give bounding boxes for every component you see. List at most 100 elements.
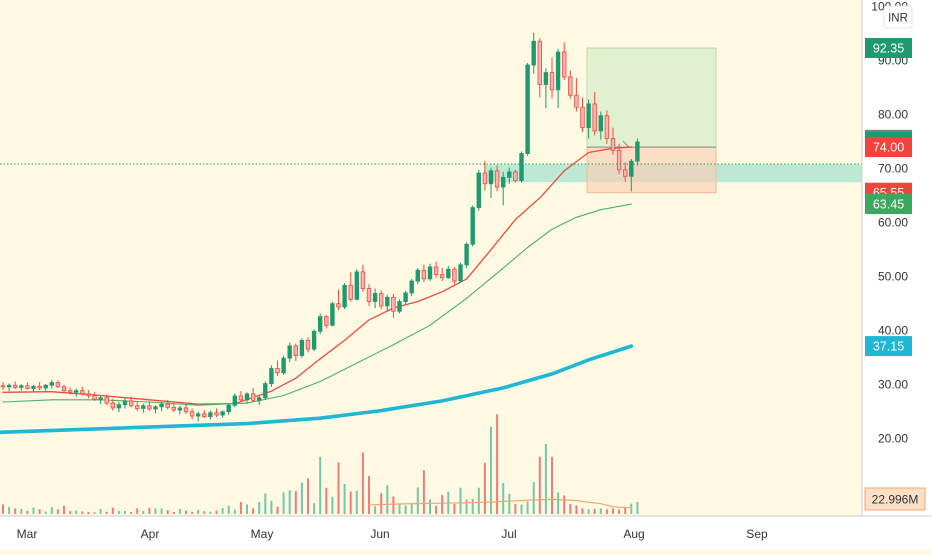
candle[interactable] [549, 57, 555, 99]
candle[interactable] [134, 401, 140, 412]
candle[interactable] [214, 408, 219, 418]
candle[interactable] [336, 289, 341, 311]
candle[interactable] [324, 315, 329, 329]
candle[interactable] [623, 162, 628, 182]
candle[interactable] [385, 295, 390, 312]
candle[interactable] [171, 403, 176, 413]
candle[interactable] [409, 278, 414, 297]
candle[interactable] [49, 379, 54, 389]
price-axis[interactable] [862, 0, 932, 550]
candle[interactable] [598, 111, 603, 140]
candle[interactable] [360, 264, 366, 292]
candle[interactable] [12, 381, 18, 390]
candle[interactable] [43, 384, 48, 392]
candle[interactable] [122, 397, 128, 409]
candle[interactable] [330, 301, 335, 327]
candle[interactable] [256, 395, 262, 406]
candle[interactable] [488, 167, 494, 198]
candle[interactable] [220, 410, 225, 418]
candle[interactable] [378, 290, 384, 310]
candle[interactable] [67, 387, 73, 395]
candle[interactable] [403, 290, 408, 305]
candle[interactable] [116, 401, 122, 413]
candle[interactable] [74, 388, 79, 397]
candle[interactable] [177, 405, 183, 415]
candle[interactable] [31, 384, 36, 392]
candle[interactable] [195, 411, 201, 422]
position-loss-zone[interactable] [586, 146, 717, 194]
candle[interactable] [574, 77, 579, 112]
candle[interactable] [110, 398, 115, 411]
candle[interactable] [55, 380, 61, 388]
candle[interactable] [147, 401, 152, 411]
candle[interactable] [299, 338, 305, 358]
candle[interactable] [562, 42, 567, 81]
candle[interactable] [500, 171, 506, 206]
candle[interactable] [580, 97, 585, 132]
candle[interactable] [202, 410, 207, 419]
candle[interactable] [305, 337, 311, 353]
candle[interactable] [586, 99, 591, 139]
candle[interactable] [37, 382, 42, 391]
candle[interactable] [452, 266, 457, 285]
candle[interactable] [415, 268, 420, 285]
candle[interactable] [464, 242, 469, 269]
candle[interactable] [98, 395, 103, 405]
candle[interactable] [482, 161, 488, 191]
candle[interactable] [458, 262, 463, 284]
candle[interactable] [165, 399, 170, 410]
candle[interactable] [0, 382, 6, 391]
candle[interactable] [519, 151, 524, 183]
candle[interactable] [476, 169, 481, 211]
candle[interactable] [592, 92, 597, 136]
candle[interactable] [238, 391, 244, 402]
candle[interactable] [287, 342, 292, 363]
candle[interactable] [19, 384, 24, 391]
candle[interactable] [189, 408, 195, 420]
candle[interactable] [269, 365, 274, 387]
candle[interactable] [391, 293, 396, 318]
candle[interactable] [354, 269, 359, 301]
candle[interactable] [263, 381, 268, 400]
candle[interactable] [226, 403, 231, 415]
candle[interactable] [433, 261, 439, 278]
candle[interactable] [104, 394, 109, 406]
candle[interactable] [208, 410, 213, 420]
candle[interactable] [494, 165, 500, 192]
candle[interactable] [348, 272, 353, 302]
candle[interactable] [525, 62, 530, 156]
candle[interactable] [537, 38, 542, 98]
candle[interactable] [342, 283, 347, 310]
candle[interactable] [25, 382, 30, 390]
candle[interactable] [6, 383, 12, 392]
candle[interactable] [366, 284, 372, 306]
candle[interactable] [555, 48, 561, 109]
candle[interactable] [439, 268, 445, 282]
candle[interactable] [92, 392, 97, 401]
candle[interactable] [568, 70, 573, 99]
candle[interactable] [531, 32, 536, 74]
candle[interactable] [61, 384, 67, 393]
candle[interactable] [183, 404, 189, 414]
candle[interactable] [397, 299, 402, 314]
candle[interactable] [446, 265, 451, 279]
candle[interactable] [513, 169, 518, 183]
candle[interactable] [86, 390, 91, 399]
candle[interactable] [616, 143, 622, 175]
candle[interactable] [421, 264, 427, 283]
time-axis[interactable] [0, 516, 932, 550]
candle[interactable] [311, 329, 317, 352]
candle[interactable] [159, 401, 164, 412]
candle[interactable] [275, 360, 280, 377]
candle[interactable] [128, 396, 134, 408]
candle[interactable] [153, 405, 158, 414]
candle[interactable] [427, 263, 433, 282]
candle[interactable] [543, 68, 549, 109]
candle[interactable] [635, 138, 640, 166]
candle[interactable] [232, 393, 237, 408]
candle[interactable] [141, 403, 146, 413]
candle[interactable] [470, 205, 475, 247]
candle[interactable] [244, 392, 250, 404]
candle[interactable] [604, 110, 610, 144]
